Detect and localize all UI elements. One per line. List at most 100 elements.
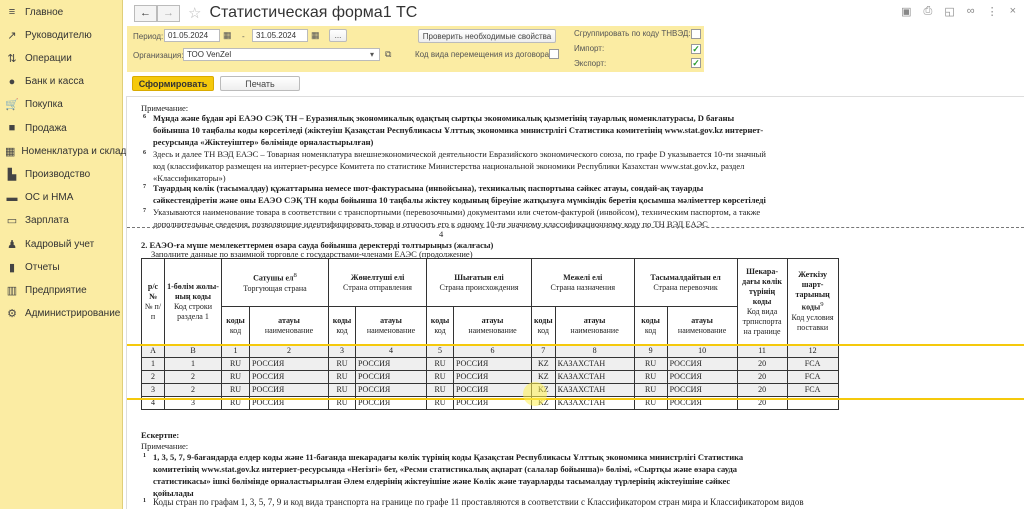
export-checkbox[interactable]: ✓ — [691, 58, 701, 68]
page-title: Статистическая форма1 ТС — [209, 4, 418, 21]
preview-icon[interactable]: ◱ — [944, 6, 955, 18]
table-cell: RU — [221, 370, 250, 384]
trade-table: р/с № № п/п 1-бөлім жолы-ның коды Код стро… — [141, 258, 839, 410]
column-index: А — [141, 344, 165, 358]
note-7-kz: Тауардың көлік (тасымалдау) құжаттарына … — [153, 183, 766, 205]
export-label: Экспорт: — [574, 59, 607, 68]
dropdown-icon[interactable]: ▾ — [370, 50, 375, 59]
table-cell: FCA — [786, 357, 839, 371]
sidebar-item-10[interactable]: ♟ Кадровый учет — [0, 233, 123, 255]
sidebar-item-label: Зарплата — [25, 215, 69, 227]
back-button[interactable]: ← — [134, 4, 157, 22]
table-row[interactable]: 2 2 RU РОССИЯ RU РОССИЯ RU РОССИЯ KZ КАЗАХСТАН RU Р… — [141, 370, 839, 384]
sidebar-item-label: Кадровый учет — [25, 238, 95, 250]
table-cell: 20 — [736, 383, 788, 397]
calendar-icon[interactable]: ▦ — [223, 30, 232, 40]
sidebar-item-5[interactable]: ■ Продажа — [0, 117, 123, 139]
selection-top-border — [127, 344, 1024, 346]
generate-button[interactable]: Сформировать — [132, 76, 214, 91]
report-document[interactable]: Примечание: 6 Мұнда және бұдан әрі ЕАЭО … — [126, 96, 1024, 509]
table-cell: КАЗАХСТАН — [554, 383, 635, 397]
import-label: Импорт: — [574, 44, 605, 53]
table-cell: РОССИЯ — [249, 370, 329, 384]
table-cell: РОССИЯ — [249, 357, 329, 371]
people-icon: ♟ — [7, 238, 17, 251]
sidebar-item-label: ОС и НМА — [25, 192, 74, 204]
section-title-ru: Заполните данные по взаимной торговле с … — [151, 249, 473, 259]
sidebar-item-9[interactable]: ▭ Зарплата — [0, 210, 123, 232]
sidebar-item-11[interactable]: ▮ Отчеты — [0, 256, 123, 278]
page-number: 4 — [439, 229, 444, 239]
trend-icon: ↗ — [7, 29, 17, 42]
forward-button[interactable]: → — [157, 4, 180, 22]
import-checkbox[interactable]: ✓ — [691, 44, 701, 54]
table-cell: 1 — [141, 357, 165, 371]
check-properties-button[interactable]: Проверить необходимые свойства — [418, 29, 556, 43]
table-cell: RU — [426, 370, 454, 384]
header-destination-country: Межелі елі Страна назначения — [531, 258, 635, 307]
note-ru-2: Примечание: — [141, 441, 189, 451]
table-cell: RU — [328, 383, 356, 397]
sidebar-item-3[interactable]: ● Банк и касса — [0, 71, 123, 93]
subheader-code: коды код — [221, 306, 250, 345]
sidebar-item-2[interactable]: ⇅ Операции — [0, 47, 123, 69]
sidebar-item-12[interactable]: ▥ Предприятие — [0, 279, 123, 301]
group-tnved-checkbox[interactable] — [691, 29, 701, 39]
close-icon[interactable]: × — [1009, 5, 1016, 17]
movement-code-label: Код вида перемещения из договора: — [415, 50, 552, 59]
column-index: 8 — [554, 344, 635, 358]
header-trading-country: Сатушы ел8 Торгующая страна — [221, 258, 329, 307]
print-button[interactable]: Печать — [220, 76, 300, 91]
calendar-icon[interactable]: ▦ — [311, 30, 320, 40]
table-cell: RU — [221, 383, 250, 397]
save-icon[interactable]: ▣ — [901, 6, 912, 18]
sidebar-item-6[interactable]: ▦ Номенклатура и склад — [0, 140, 127, 162]
sidebar-item-1[interactable]: ↗ Руководителю — [0, 24, 123, 46]
date-from-input[interactable]: 01.05.2024 — [164, 29, 220, 42]
sidebar-item-4[interactable]: 🛒 Покупка — [0, 94, 123, 116]
footnote-1: 1 — [143, 498, 146, 504]
open-icon[interactable]: ⧉ — [385, 49, 392, 59]
sidebar-item-label: Отчеты — [25, 261, 60, 273]
sidebar-item-8[interactable]: ▬ ОС и НМА — [0, 187, 123, 209]
sidebar-item-7[interactable]: ▙ Производство — [0, 163, 123, 185]
table-cell: RU — [426, 357, 454, 371]
organization-input[interactable]: ТОО VenZel — [183, 48, 380, 61]
table-cell: КАЗАХСТАН — [554, 357, 635, 371]
table-cell: RU — [328, 357, 356, 371]
column-index: 10 — [666, 344, 738, 358]
header-origin-country: Шығатын елі Страна происхождения — [426, 258, 532, 307]
print-icon[interactable]: ⎙ — [923, 5, 933, 17]
sidebar-item-label: Покупка — [25, 99, 63, 111]
link-icon[interactable]: ∞ — [966, 5, 975, 17]
more-icon[interactable]: ⋮ — [986, 6, 998, 18]
table-cell: FCA — [786, 383, 839, 397]
table-cell: РОССИЯ — [666, 383, 738, 397]
sidebar-item-13[interactable]: ⚙ Администрирование — [0, 303, 123, 325]
subheader-name: атауы наименование — [355, 306, 427, 345]
table-cell: 20 — [736, 370, 788, 384]
table-cell: КАЗАХСТАН — [554, 370, 635, 384]
window-toolbar: ▣ ⎙ ◱ ∞ ⋮ × — [901, 5, 1016, 18]
period-select-button[interactable]: ... — [329, 29, 347, 42]
sidebar-item-0[interactable]: ≡ Главное — [0, 1, 123, 23]
sidebar-item-label: Номенклатура и склад — [21, 145, 127, 157]
subheader-code: коды код — [633, 306, 668, 345]
subheader-code: коды код — [426, 306, 454, 345]
footnote-7: 7 — [143, 208, 146, 214]
footnote-6: 6 — [143, 114, 146, 120]
footnote-1: 1 — [143, 453, 146, 459]
note-1-kz: 1, 3, 5, 7, 9-бағандарда елдер коды және… — [153, 452, 744, 498]
date-to-input[interactable]: 31.05.2024 — [252, 29, 308, 42]
column-index: 11 — [736, 344, 788, 358]
column-index-row: А В 1 2 3 4 5 6 7 8 9 10 11 12 — [141, 344, 839, 358]
table-row[interactable]: 1 1 RU РОССИЯ RU РОССИЯ RU РОССИЯ KZ КАЗАХСТАН RU Р… — [141, 357, 839, 371]
menu-icon: ≡ — [8, 6, 16, 18]
movement-code-checkbox[interactable] — [549, 49, 559, 59]
arrow-right-icon: → — [163, 7, 174, 19]
sidebar-item-label: Главное — [25, 6, 64, 18]
arrow-left-icon: ← — [140, 7, 151, 19]
table-cell: 3 — [141, 383, 165, 397]
table-row[interactable]: 32RUРОССИЯRUРОССИЯRUРОССИЯKZКАЗАХСТАНRUР… — [141, 383, 839, 397]
favorite-star-icon[interactable]: ☆ — [188, 5, 202, 22]
